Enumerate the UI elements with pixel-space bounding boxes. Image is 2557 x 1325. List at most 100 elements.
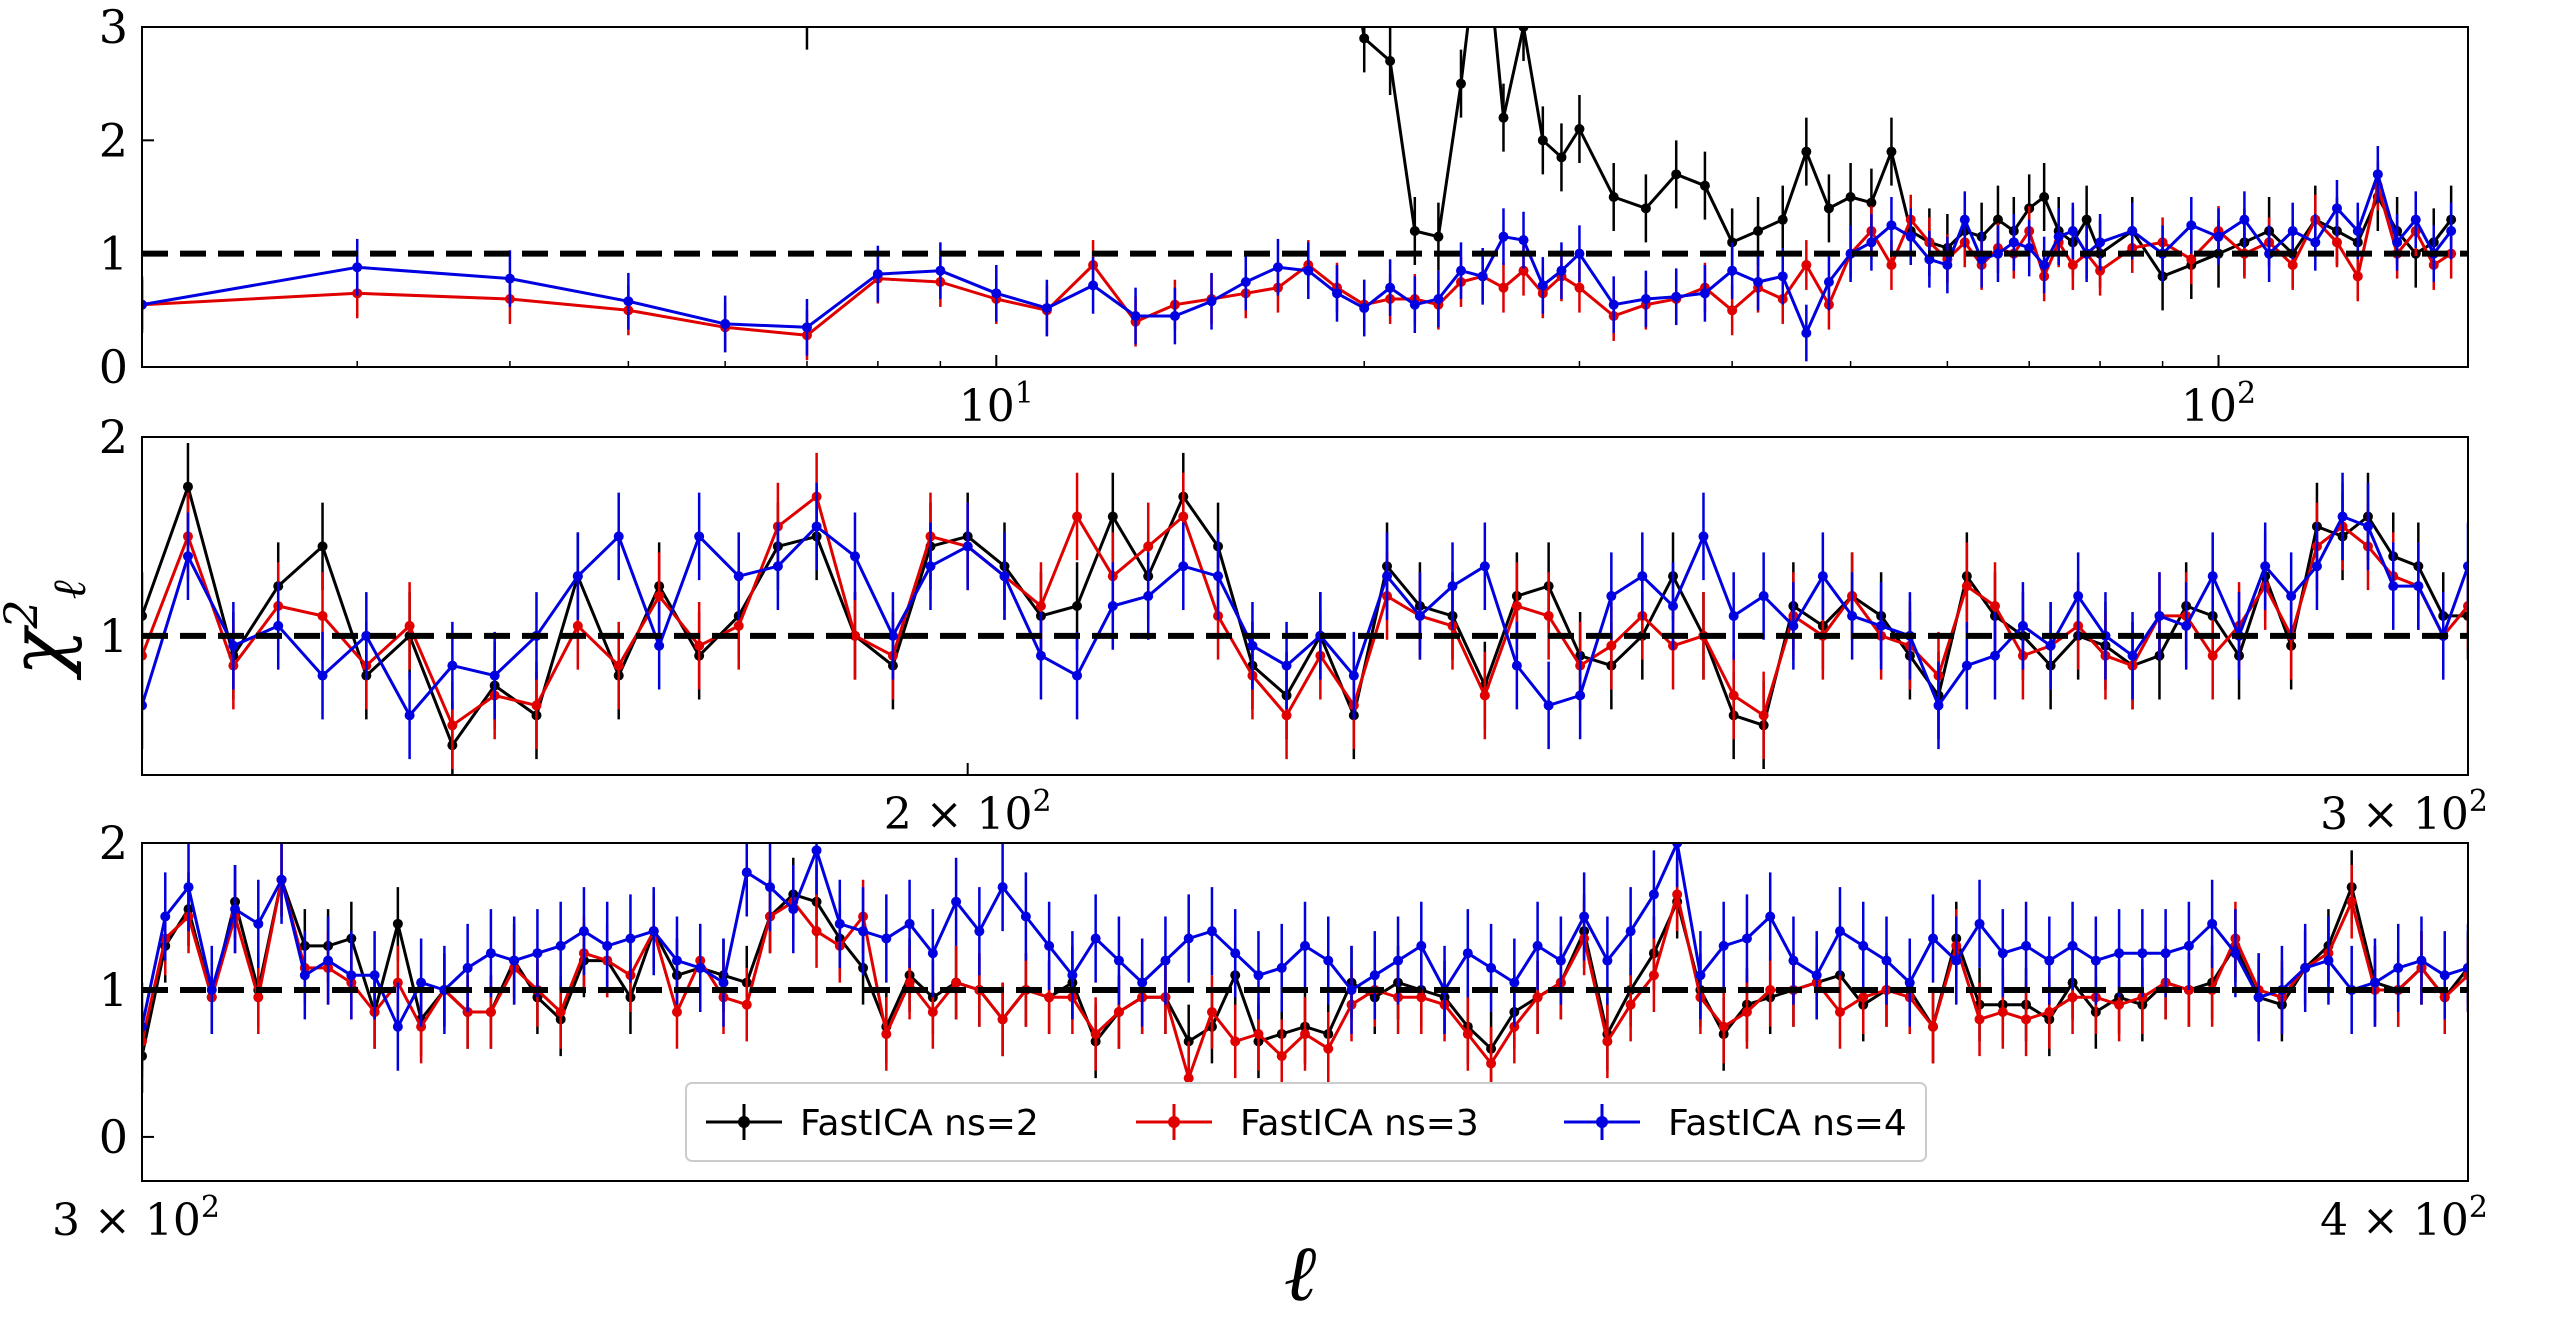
panel-2-point-ns3-9 — [531, 700, 542, 711]
panel-2-point-ns4-5 — [361, 630, 372, 641]
panel-2-point-ns3-52 — [1989, 601, 2000, 611]
panel-3-point-ns2-11 — [392, 918, 403, 929]
panel-3-point-ns3-81 — [2021, 1014, 2032, 1025]
panel-2-point-ns4-25 — [1143, 591, 1154, 602]
panel-1-point-ns4-65 — [2392, 237, 2403, 248]
panel-3-point-ns4-8 — [323, 955, 334, 966]
panel-1-point-ns4-15 — [1272, 262, 1283, 273]
legend-box — [685, 1082, 1927, 1162]
panel-2-xtick-label-0: 2 × 102 — [884, 784, 1052, 840]
panel-3-point-ns3-55 — [1416, 992, 1427, 1003]
panel-3-ytick-label-1: 1 — [99, 963, 128, 1017]
panel-1-point-ns2-22 — [1456, 78, 1466, 89]
panel-1-point-ns4-53 — [2095, 237, 2106, 248]
panel-1-point-ns4-61 — [2310, 237, 2321, 248]
panel-3-point-ns4-72 — [1811, 970, 1822, 981]
y-axis-label: χ2ℓ — [0, 579, 96, 681]
panel-2-point-ns4-70 — [2463, 561, 2468, 572]
panel-2-point-ns4-20 — [962, 541, 973, 552]
panel-3-point-ns4-71 — [1788, 955, 1799, 966]
panel-2-point-ns4-34 — [1447, 581, 1458, 592]
panel-3-point-ns3-95 — [2346, 896, 2357, 907]
panel-3-point-ns4-55 — [1416, 940, 1427, 951]
panel-3-point-ns3-50 — [1300, 1029, 1310, 1040]
panel-1-xtick-label-1: 102 — [2181, 376, 2256, 432]
panel-3-point-ns3-15 — [485, 1007, 496, 1017]
panel-1-point-ns4-42 — [1924, 254, 1935, 265]
panel-3-point-ns3-35 — [951, 977, 962, 988]
panel-1-point-ns4-26 — [1537, 280, 1548, 291]
panel-1-point-ns3-51 — [2067, 260, 2078, 270]
panel-1-point-ns4-40 — [1886, 220, 1897, 231]
panel-2-point-ns4-55 — [2073, 591, 2084, 602]
panel-3-point-ns4-16 — [509, 955, 520, 966]
legend-label-ns2: FastICA ns=2 — [800, 1103, 1039, 1144]
panel-3-point-ns4-22 — [648, 926, 659, 937]
panel-2-point-ns4-28 — [1247, 640, 1258, 651]
panel-3-plot-area — [142, 843, 2468, 1115]
panel-3-point-ns4-69 — [1741, 933, 1752, 944]
panel-2-point-ns4-51 — [1961, 660, 1972, 671]
panel-1-point-ns4-20 — [1409, 299, 1420, 310]
panel-2-point-ns3-14 — [733, 620, 744, 631]
panel-1-point-ns3-25 — [1518, 265, 1529, 276]
panel-3-point-ns4-65 — [1648, 889, 1659, 900]
panel-3-ytick-label-2: 2 — [99, 816, 128, 870]
panel-3-point-ns4-78 — [1951, 955, 1962, 966]
panel-1-point-ns4-18 — [1359, 303, 1370, 314]
panel-2-point-ns4-26 — [1178, 561, 1189, 572]
panel-1-point-ns2-20 — [1409, 226, 1420, 236]
panel-3-point-ns4-73 — [1834, 926, 1845, 937]
panel-1-point-ns4-21 — [1433, 294, 1444, 304]
panel-2-point-ns2-24 — [1107, 511, 1118, 522]
panel-1-point-ns4-50 — [2053, 231, 2064, 242]
panel-1-point-ns3-33 — [1727, 305, 1738, 316]
panel-2-point-ns4-11 — [613, 531, 624, 542]
panel-1-point-ns2-30 — [1640, 203, 1651, 214]
legend: FastICA ns=2 FastICA ns=3 FastICA ns=4 — [685, 1082, 1927, 1162]
panel-2-point-ns3-6 — [404, 620, 415, 631]
panel-3-point-ns4-43 — [1137, 977, 1148, 988]
panel-2-point-ns4-2 — [228, 640, 239, 651]
panel-3-point-ns3-70 — [1765, 984, 1776, 995]
panel-3-point-ns4-28 — [788, 904, 799, 915]
panel-2-point-ns3-25 — [1143, 541, 1154, 552]
panel-1-point-ns4-66 — [2410, 214, 2421, 225]
panel-1-point-ns4-25 — [1518, 235, 1529, 246]
panel-2-point-ns3-17 — [849, 630, 860, 641]
panel-2-point-ns4-35 — [1479, 561, 1490, 572]
panel-3-point-ns4-54 — [1393, 955, 1404, 966]
panel-3-point-ns4-52 — [1346, 984, 1357, 995]
panel-1-point-ns4-39 — [1866, 237, 1877, 248]
panel-3-point-ns3-85 — [2114, 999, 2125, 1010]
panel-2-point-ns4-12 — [654, 640, 665, 651]
panel-3-point-ns4-9 — [346, 970, 357, 981]
panel-1-point-ns2-38 — [1845, 192, 1856, 202]
panel-2-point-ns3-72 — [2512, 641, 2522, 651]
panel-3-point-ns3-33 — [904, 977, 915, 988]
panel-3-point-ns4-41 — [1090, 933, 1101, 944]
panel-1-point-ns4-51 — [2067, 226, 2078, 236]
panel-3-point-ns4-79 — [1974, 918, 1985, 929]
panel-3-point-ns4-87 — [2160, 948, 2171, 959]
panel-2-point-ns4-67 — [2388, 581, 2399, 592]
legend-label-ns4: FastICA ns=4 — [1668, 1103, 1907, 1144]
panel-3-point-ns4-51 — [1323, 955, 1334, 966]
panel-2-point-ns4-14 — [733, 571, 744, 582]
panel-1-point-ns4-16 — [1303, 265, 1314, 276]
legend-item-ns2: FastICA ns=2 — [706, 1103, 1039, 1144]
panel-1-point-ns2-35 — [1777, 214, 1788, 225]
panel-1-point-ns3-60 — [2287, 260, 2298, 270]
panel-1-point-ns2-37 — [1823, 203, 1834, 214]
panel-1-point-ns4-57 — [2213, 231, 2224, 242]
panel-3-point-ns4-89 — [2207, 918, 2218, 929]
panel-1-point-ns4-34 — [1753, 277, 1764, 287]
panel-3-point-ns4-40 — [1067, 970, 1078, 981]
panel-3-xtick-label-0: 3 × 102 — [52, 1190, 220, 1246]
panel-2-ytick-label-1: 2 — [99, 410, 128, 464]
panel-1-point-ns3-36 — [1801, 260, 1812, 270]
panel-3-point-ns4-57 — [1462, 948, 1473, 959]
panel-2-point-ns4-60 — [2207, 571, 2218, 582]
panel-3-point-ns4-48 — [1253, 970, 1264, 981]
panel-2-series-ns4 — [142, 472, 2468, 760]
